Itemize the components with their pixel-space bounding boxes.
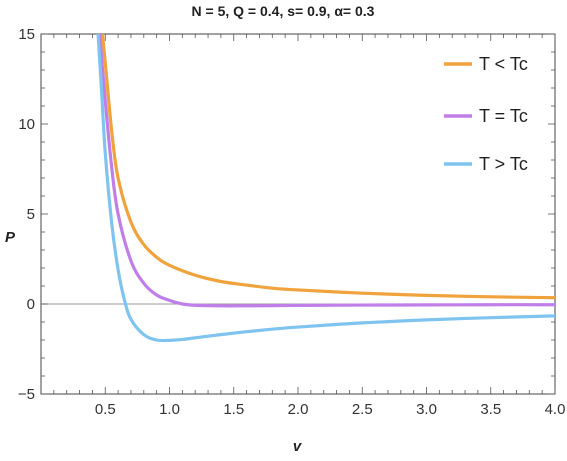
y-tick-label: 0	[27, 296, 35, 313]
y-axis-label: P	[5, 229, 16, 246]
y-tick-label: −5	[18, 386, 35, 403]
x-tick-label: 3.0	[416, 401, 437, 418]
axis-ticks: 0.5 1.0 1.5 2.0 2.5 3.0 3.5 4.0 −5 0 5 10 15	[18, 26, 566, 418]
y-tick-label: 10	[18, 116, 35, 133]
series-line-1	[100, 34, 555, 300]
series-group	[96, 34, 555, 343]
series-line-2	[97, 34, 555, 308]
x-tick-label: 3.5	[480, 401, 501, 418]
legend: T < Tc T = Tc T > Tc	[444, 54, 528, 174]
x-axis-label: v	[293, 438, 303, 455]
chart-title: N = 5, Q = 0.4, s= 0.9, α= 0.3	[192, 3, 375, 19]
x-tick-label: 1.0	[159, 401, 180, 418]
x-tick-label: 1.5	[223, 401, 244, 418]
y-tick-label: 5	[27, 206, 35, 223]
legend-label-1: T < Tc	[479, 54, 528, 74]
legend-label-2: T = Tc	[479, 106, 528, 126]
x-tick-label: 0.5	[95, 401, 116, 418]
x-tick-label: 2.0	[288, 401, 309, 418]
y-tick-label: 15	[18, 26, 35, 43]
x-tick-label: 2.5	[352, 401, 373, 418]
series-line-3	[96, 34, 555, 343]
legend-label-3: T > Tc	[479, 154, 528, 174]
x-tick-label: 4.0	[545, 401, 566, 418]
